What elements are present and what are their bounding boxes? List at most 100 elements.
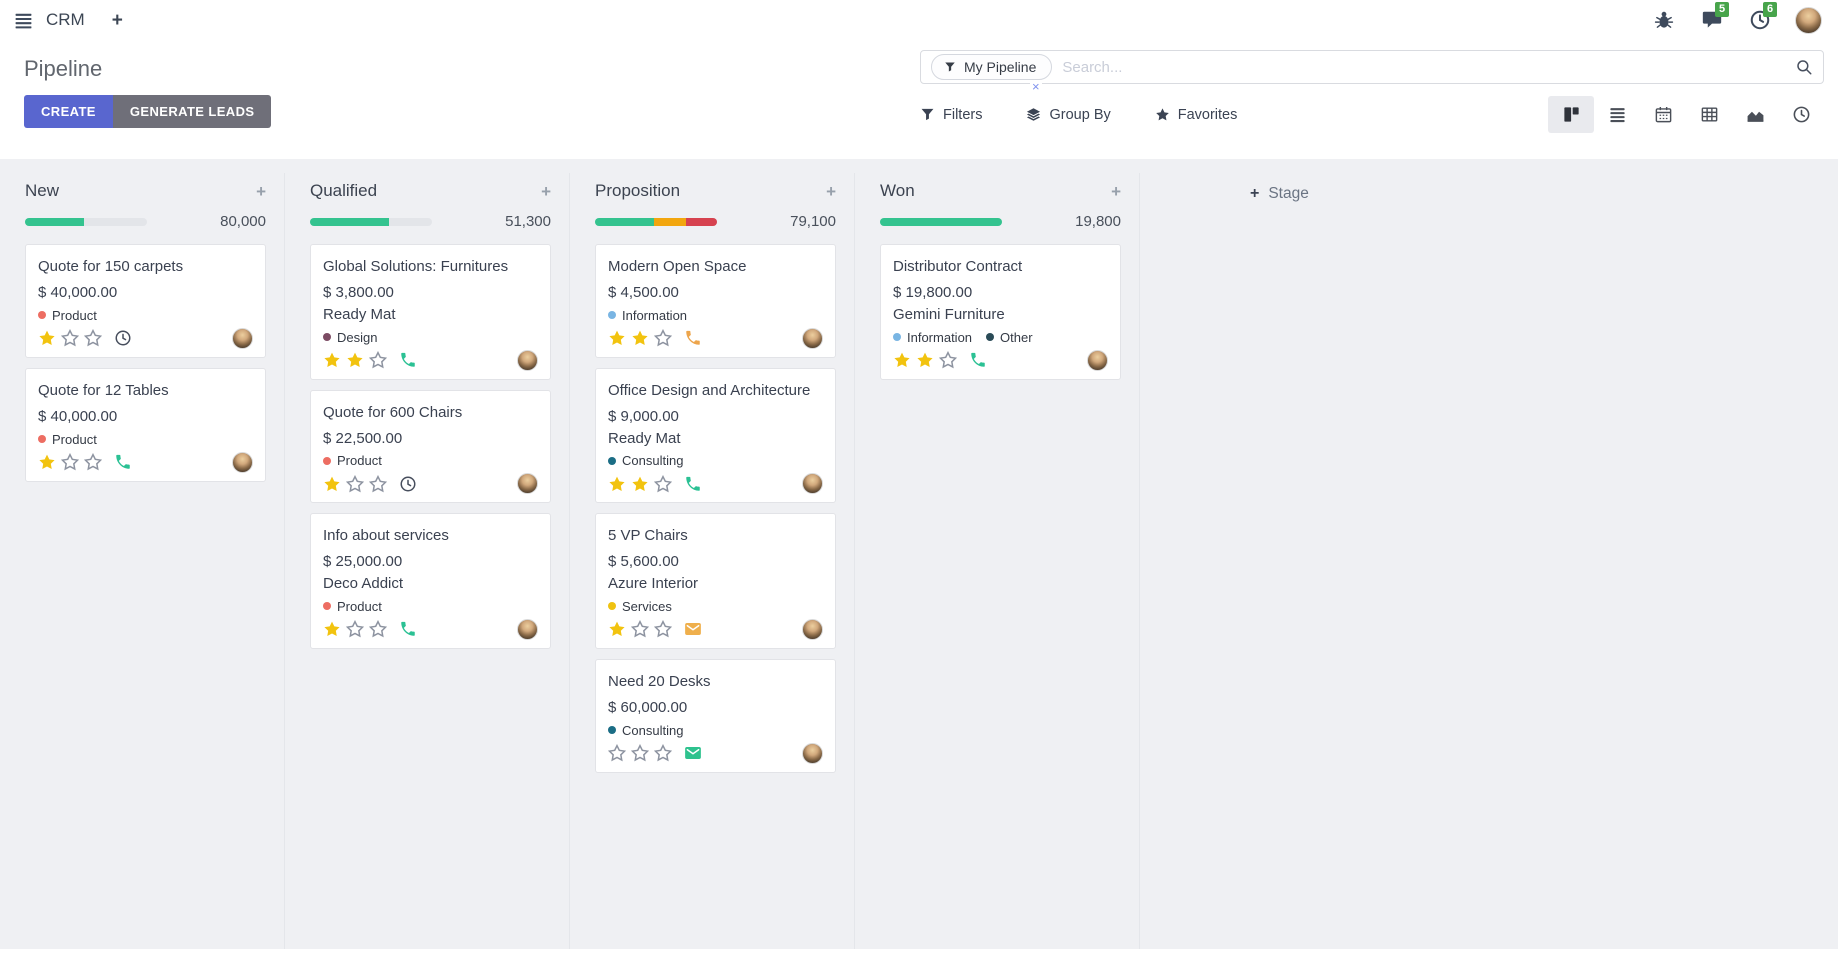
search-input[interactable] (1052, 58, 1795, 76)
column-progress-bar[interactable] (310, 217, 432, 226)
phone-icon[interactable] (684, 329, 702, 347)
star-icon[interactable] (893, 351, 911, 369)
generate-leads-button[interactable]: GENERATE LEADS (112, 95, 272, 128)
calendar-view-button[interactable] (1640, 96, 1686, 133)
star-icon[interactable] (608, 744, 626, 762)
star-icon[interactable] (323, 620, 341, 638)
kanban-card[interactable]: Distributor Contract $ 19,800.00 Gemini Fu… (880, 244, 1121, 380)
card-avatar[interactable] (802, 618, 823, 640)
add-record-button[interactable]: + (826, 181, 836, 201)
control-panel-left: Pipeline CREATE GENERATE LEADS (24, 50, 920, 133)
kanban-view-button[interactable] (1548, 96, 1594, 133)
add-record-button[interactable]: + (541, 181, 551, 201)
kanban-card[interactable]: Need 20 Desks $ 60,000.00 Consulting (595, 658, 836, 773)
phone-icon[interactable] (969, 351, 987, 369)
activity-view-button[interactable] (1778, 96, 1824, 133)
star-icon[interactable] (608, 620, 626, 638)
star-icon[interactable] (346, 351, 364, 369)
column-header: Qualified + (310, 181, 551, 201)
card-amount: $ 22,500.00 (323, 429, 403, 447)
user-avatar[interactable] (1795, 6, 1822, 34)
star-icon[interactable] (38, 329, 56, 347)
star-icon[interactable] (61, 329, 79, 347)
graph-view-button[interactable] (1732, 96, 1778, 133)
card-avatar[interactable] (802, 742, 823, 764)
card-avatar[interactable] (232, 327, 253, 349)
star-icon[interactable] (631, 744, 649, 762)
card-avatar[interactable] (1087, 349, 1108, 371)
star-icon[interactable] (61, 453, 79, 471)
kanban-card[interactable]: Modern Open Space $ 4,500.00 Information (595, 244, 836, 358)
card-title: Distributor Contract (893, 258, 1023, 275)
star-icon[interactable] (608, 475, 626, 493)
add-stage-button[interactable]: + Stage (1250, 185, 1309, 203)
add-record-button[interactable]: + (256, 181, 266, 201)
card-avatar[interactable] (517, 473, 538, 495)
column-progress-bar[interactable] (880, 217, 1002, 226)
kanban-card[interactable]: 5 VP Chairs $ 5,600.00 Azure Interior Servi… (595, 513, 836, 649)
phone-icon[interactable] (399, 620, 417, 638)
star-icon[interactable] (631, 475, 649, 493)
kanban-card[interactable]: Quote for 12 Tables $ 40,000.00 Product (25, 367, 266, 482)
list-view-button[interactable] (1594, 96, 1640, 133)
filters-button[interactable]: Filters (920, 107, 982, 123)
column-progress-bar[interactable] (595, 217, 717, 226)
search-icon[interactable] (1795, 58, 1813, 76)
star-icon[interactable] (38, 453, 56, 471)
pivot-view-button[interactable] (1686, 96, 1732, 133)
debug-bug-icon[interactable] (1653, 9, 1675, 31)
card-avatar[interactable] (232, 451, 253, 473)
phone-icon[interactable] (399, 351, 417, 369)
add-tab-icon[interactable]: + (111, 9, 123, 31)
clock-icon[interactable] (114, 329, 132, 347)
card-avatar[interactable] (517, 349, 538, 371)
search-facet-my-pipeline[interactable]: My Pipeline (931, 54, 1053, 80)
card-amount: $ 3,800.00 (323, 284, 394, 301)
star-icon[interactable] (84, 329, 102, 347)
card-avatar[interactable] (802, 327, 823, 349)
phone-icon[interactable] (684, 475, 702, 493)
star-icon[interactable] (939, 351, 957, 369)
activities-clock-icon[interactable]: 6 (1749, 2, 1778, 31)
group-by-button[interactable]: Group By (1026, 107, 1111, 123)
kanban-card[interactable]: Global Solutions: Furnitures $ 3,800.00 Re… (310, 244, 551, 380)
star-icon[interactable] (369, 620, 387, 638)
star-icon[interactable] (346, 620, 364, 638)
view-switcher (1548, 96, 1824, 133)
kanban-card[interactable]: Office Design and Architecture $ 9,000.00… (595, 367, 836, 504)
star-icon[interactable] (631, 329, 649, 347)
tag-label: Other (1000, 329, 1033, 345)
star-icon[interactable] (654, 620, 672, 638)
envelope-icon[interactable] (684, 620, 702, 638)
card-amount: $ 40,000.00 (38, 284, 118, 301)
star-icon[interactable] (654, 474, 672, 493)
create-button[interactable]: CREATE (24, 95, 113, 128)
star-icon[interactable] (369, 474, 387, 493)
star-icon[interactable] (346, 474, 364, 493)
column-progress-bar[interactable] (25, 217, 147, 226)
add-record-button[interactable]: + (1111, 181, 1121, 201)
phone-icon[interactable] (114, 453, 132, 471)
star-icon[interactable] (654, 744, 672, 762)
star-icon[interactable] (84, 453, 102, 471)
kanban-card[interactable]: Info about services $ 25,000.00 Deco Addic… (310, 513, 551, 649)
kanban-card[interactable]: Quote for 150 carpets $ 40,000.00 Product (25, 244, 266, 358)
card-avatar[interactable] (802, 473, 823, 495)
star-icon[interactable] (608, 329, 626, 347)
app-menu-crm[interactable]: CRM (46, 10, 85, 29)
hamburger-menu-icon[interactable] (14, 11, 33, 30)
star-icon[interactable] (631, 620, 649, 638)
star-icon[interactable] (323, 475, 341, 493)
card-avatar[interactable] (517, 618, 538, 640)
kanban-card[interactable]: Quote for 600 Chairs $ 22,500.00 Product (310, 389, 551, 504)
star-icon[interactable] (369, 351, 387, 369)
remove-facet-icon[interactable]: × (1030, 79, 1042, 94)
messages-icon[interactable]: 5 (1701, 2, 1730, 31)
star-icon[interactable] (654, 329, 672, 347)
clock-icon[interactable] (399, 475, 417, 493)
favorites-button[interactable]: Favorites (1155, 107, 1237, 123)
star-icon[interactable] (916, 351, 934, 369)
star-icon[interactable] (323, 351, 341, 369)
envelope-icon[interactable] (684, 744, 702, 762)
card-title: Quote for 12 Tables (38, 381, 169, 399)
